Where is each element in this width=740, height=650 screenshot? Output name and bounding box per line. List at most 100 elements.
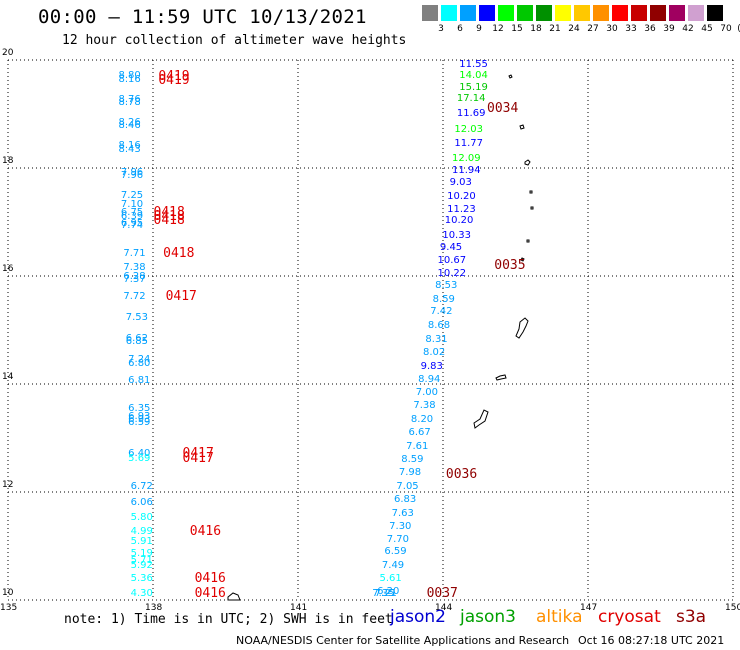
colorbar-label: 27 <box>587 24 599 34</box>
wave-height-value: 11.55 <box>459 58 488 70</box>
map-title: 00:00 – 11:59 UTC 10/13/2021 <box>38 6 367 28</box>
pass-time-label: 0418 <box>163 246 195 262</box>
wave-height-value: 10.20 <box>447 191 476 203</box>
pass-time-label: 0034 <box>487 101 519 117</box>
wave-height-value: 7.61 <box>406 440 429 452</box>
wave-height-value: 8.78 <box>118 96 141 108</box>
wave-height-value: 6.40 <box>128 448 151 460</box>
wave-height-value: 8.59 <box>432 294 455 306</box>
wave-height-value: 11.77 <box>454 138 484 150</box>
wave-height-value: 7.63 <box>391 507 414 519</box>
colorbar-swatch <box>479 5 495 21</box>
colorbar-swatch <box>517 5 533 21</box>
wave-height-value: 6.35 <box>128 403 151 415</box>
colorbar-swatch <box>688 5 704 21</box>
wave-height-value: 7.37 <box>123 273 146 285</box>
wave-height-value: 7.71 <box>123 248 146 260</box>
wave-height-value: 5.19 <box>130 548 153 560</box>
x-tick-label: 138 <box>145 603 163 613</box>
colorbar-label: 39 <box>663 24 675 34</box>
wave-height-value: 6.80 <box>128 358 151 370</box>
island-outline <box>530 206 534 210</box>
wave-height-value: 10.33 <box>442 230 471 242</box>
colorbar-swatch <box>422 5 438 21</box>
colorbar-swatch <box>460 5 476 21</box>
satellite-legend-s3a: s3a <box>676 607 707 627</box>
colorbar-swatch <box>441 5 457 21</box>
island-outline <box>519 124 525 130</box>
colorbar-label: 21 <box>549 24 561 34</box>
pass-time-label: 0419 <box>158 68 190 84</box>
wave-height-value: 6.72 <box>130 480 153 492</box>
colorbar-label: 30 <box>606 24 618 34</box>
wave-height-value: 6.81 <box>128 374 151 386</box>
wave-height-value: 5.69 <box>128 452 151 464</box>
colorbar-unit: (ft) <box>734 24 740 34</box>
pass-time-label: 0416 <box>189 523 222 539</box>
wave-height-value: 15.19 <box>459 81 488 93</box>
pass-time-label: 0417 <box>182 450 214 466</box>
wave-height-value: 14.04 <box>459 70 488 82</box>
wave-height-value: 6.59 <box>384 546 407 558</box>
wave-height-value: 8.80 <box>118 70 141 82</box>
satellite-legend-cryosat: cryosat <box>598 607 661 627</box>
colorbar-label: 3 <box>438 24 444 34</box>
wave-height-value: 6.83 <box>394 493 417 505</box>
wave-height-value: 12.03 <box>454 123 484 135</box>
wave-height-value: 9.03 <box>449 177 472 189</box>
wave-height-value: 10.20 <box>444 215 474 227</box>
wave-height-value: 8.20 <box>410 414 434 426</box>
wave-height-value: 12.09 <box>452 153 481 165</box>
wave-height-value: 6.93 <box>128 411 151 423</box>
satellite-legend-jason3: jason3 <box>460 607 516 627</box>
colorbar-swatch <box>650 5 666 21</box>
wave-height-value: 6.62 <box>125 332 149 344</box>
colorbar-label: 33 <box>625 24 637 34</box>
wave-height-value: 8.68 <box>427 320 451 332</box>
map-grid <box>7 59 734 601</box>
colorbar-swatch <box>536 5 552 21</box>
wave-height-value: 6.75 <box>120 207 144 219</box>
island-outline <box>473 409 489 429</box>
colorbar-swatch <box>707 5 723 21</box>
colorbar-label: 18 <box>530 24 542 34</box>
pass-time-label: 0416 <box>194 585 226 601</box>
wave-height-value: 10.22 <box>437 267 467 279</box>
wave-height-value: 6.28 <box>123 271 146 283</box>
wave-height-value: 7.96 <box>120 166 144 178</box>
colorbar-swatch <box>612 5 628 21</box>
wave-height-value: 6.39 <box>120 211 144 223</box>
colorbar-swatch <box>574 5 590 21</box>
y-tick-label: 16 <box>2 264 14 274</box>
x-tick-label: 135 <box>0 603 18 613</box>
island-outline <box>508 74 513 79</box>
wave-height-value: 6.59 <box>128 417 151 429</box>
y-tick-label: 14 <box>2 372 14 382</box>
pass-time-label: 0418 <box>153 212 185 228</box>
wave-height-value: 6.93 <box>128 414 151 426</box>
wave-height-value: 5.71 <box>130 554 153 566</box>
wave-height-value: 6.67 <box>408 427 431 439</box>
wave-height-value: 4.99 <box>130 525 153 537</box>
wave-height-value: 7.10 <box>120 198 144 210</box>
colorbar-label: 15 <box>511 24 523 34</box>
y-tick-label: 18 <box>2 156 14 166</box>
island-outline <box>515 317 529 339</box>
colorbar-label: 45 <box>701 24 713 34</box>
wave-height-value: 7.49 <box>381 559 405 571</box>
island-outline <box>524 159 531 166</box>
wave-height-value: 6.06 <box>130 496 153 508</box>
colorbar-swatch <box>498 5 514 21</box>
x-tick-label: 147 <box>580 603 598 613</box>
pass-time-label: 0416 <box>194 571 226 587</box>
colorbar-label: 70 <box>720 24 732 34</box>
wave-height-value: 7.98 <box>398 467 422 479</box>
pass-time-label: 0036 <box>445 467 478 483</box>
colorbar-swatch <box>631 5 647 21</box>
pass-time-label: 0419 <box>158 72 190 88</box>
wave-height-value: 9.45 <box>439 242 463 254</box>
timestamp: Oct 16 08:27:18 UTC 2021 <box>578 634 725 647</box>
landmasses <box>227 74 534 601</box>
island-outline <box>526 239 530 243</box>
